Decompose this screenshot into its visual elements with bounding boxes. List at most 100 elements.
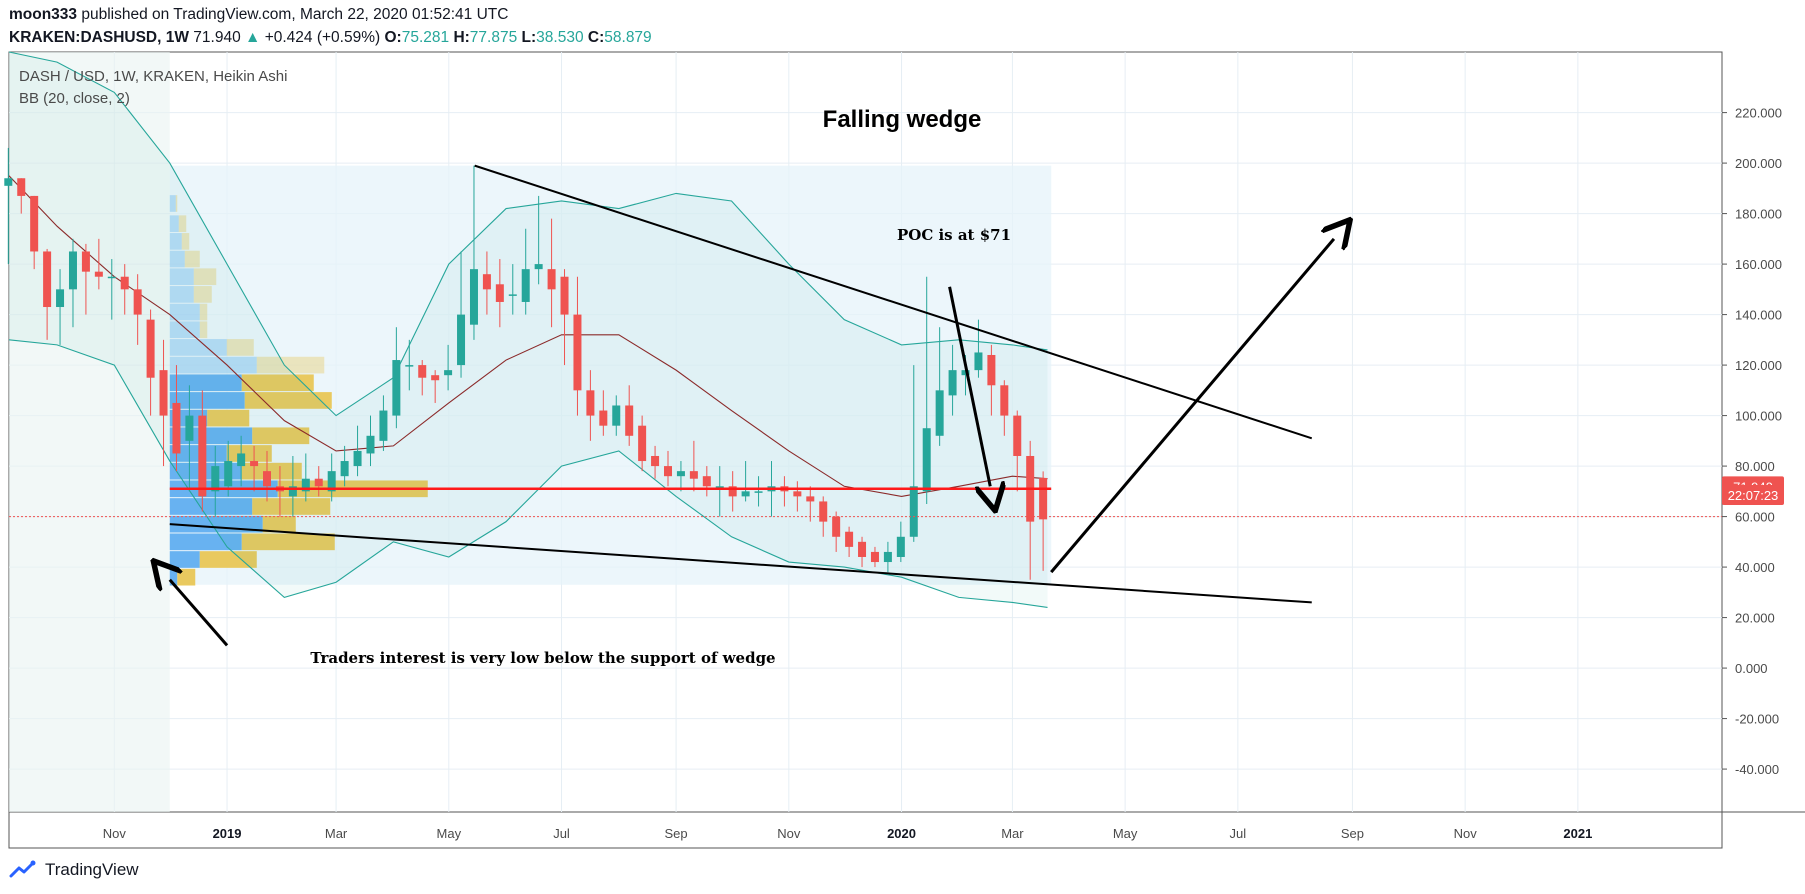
y-tick-label: 60.000 (1735, 510, 1775, 525)
candle-body (870, 551, 879, 563)
publish-info: moon333 published on TradingView.com, Ma… (9, 6, 508, 24)
annotation-arrow (948, 286, 991, 486)
falling-wedge-label[interactable]: Falling wedge (823, 106, 982, 133)
vp-up-bar (169, 374, 242, 392)
candle-body (612, 405, 621, 426)
candle-body (599, 410, 608, 426)
vp-up-bar (169, 445, 227, 462)
candle-body (457, 314, 466, 366)
candle-body (845, 531, 854, 547)
candle-body (107, 276, 116, 279)
candle-body (806, 496, 815, 502)
x-tick-label: Nov (777, 826, 801, 841)
y-tick-label: 180.000 (1735, 207, 1782, 222)
y-tick-label: 140.000 (1735, 308, 1782, 323)
tradingview-brand[interactable]: TradingView (9, 860, 139, 880)
vp-down-bar (199, 551, 257, 568)
candle-body (263, 471, 272, 487)
countdown-tag (1722, 485, 1784, 505)
open-value: 75.281 (401, 29, 450, 46)
vp-up-bar (169, 195, 176, 212)
candle-body (469, 269, 478, 325)
vp-down-bar (177, 568, 196, 586)
drawings (9, 164, 1722, 647)
ranges (9, 52, 1052, 812)
candle-body (211, 466, 220, 492)
price-change: +0.424 (+0.59%) (264, 29, 381, 46)
candle-body (832, 516, 841, 537)
traders-label[interactable]: Traders interest is very low below the s… (310, 649, 775, 667)
vp-down-bar (175, 195, 178, 212)
vp-down-bar (193, 286, 212, 303)
price-axis[interactable]: 220.000 200.000 180.000 160.000 140.000 120.0… (1722, 106, 1782, 777)
candle-body (353, 450, 362, 467)
x-tick-label: Nov (1454, 826, 1478, 841)
candle-body (198, 415, 207, 497)
candle-body (728, 486, 737, 497)
annotation-arrow (1050, 239, 1334, 574)
candle-body (482, 274, 491, 290)
candle-body (534, 264, 543, 270)
candle-body (664, 466, 673, 477)
candle-body (948, 370, 957, 396)
candle-body (819, 501, 828, 522)
vp-down-bar (178, 215, 187, 233)
vp-down-bar (244, 392, 332, 409)
candle-body (17, 178, 26, 196)
candle-body (56, 289, 65, 308)
vp-up-bar (169, 392, 245, 409)
x-tick-label: Jul (1230, 826, 1247, 841)
vp-down-bar (199, 303, 208, 321)
candle-body (340, 461, 349, 477)
time-axis[interactable]: Nov 2019 Mar May Jul Sep Nov 2020 Mar May Jul Sep No… (103, 826, 1593, 841)
bb-basis-line (8, 175, 1048, 497)
x-tick-label: 2020 (887, 826, 916, 841)
candle-body (702, 476, 711, 487)
candle-body (379, 410, 388, 441)
close-value: 58.879 (604, 29, 652, 46)
candle-body (224, 461, 233, 487)
legend-indicator: BB (20, close, 2) (19, 90, 130, 107)
vp-down-bar (193, 268, 217, 286)
candle-body (521, 269, 530, 302)
candle-body (43, 251, 52, 308)
y-tick-label: 20.000 (1735, 611, 1775, 626)
y-tick-label: 100.000 (1735, 409, 1782, 424)
bb-fill (9, 52, 1048, 608)
author-name[interactable]: moon333 (9, 6, 78, 23)
range-box (9, 52, 170, 812)
published-text: published on TradingView.com, March 22, … (81, 6, 509, 23)
x-tick-label: May (1113, 826, 1138, 841)
vp-down-bar (207, 409, 250, 427)
candle-body (625, 405, 634, 436)
candle-body (392, 360, 401, 416)
vp-up-bar (169, 551, 200, 568)
y-tick-label: 220.000 (1735, 106, 1782, 121)
candle-body (327, 471, 336, 492)
change-up-icon: ▲ (245, 29, 261, 46)
candle-body (185, 415, 194, 441)
x-tick-label: Nov (103, 826, 127, 841)
symbol-ohlc-line: KRAKEN:DASHUSD, 1W 71.940 ▲ +0.424 (+0.5… (9, 29, 652, 47)
legend-title: DASH / USD, 1W, KRAKEN, Heikin Ashi (19, 68, 287, 85)
vp-down-bar (252, 427, 310, 445)
candle-body (858, 541, 867, 557)
candle-body (133, 289, 142, 315)
vp-up-bar (169, 303, 200, 321)
candle-body (793, 491, 802, 497)
x-tick-label: 2019 (213, 826, 242, 841)
candle-body (896, 536, 905, 557)
bollinger-bands (8, 51, 1048, 609)
wedge-resistance-line (474, 164, 1313, 440)
y-tick-label: -20.000 (1735, 712, 1779, 727)
candle-body (573, 314, 582, 391)
x-tick-label: 2021 (1563, 826, 1592, 841)
poc-label[interactable]: POC is at $71 (897, 226, 1011, 244)
vp-down-bar (256, 356, 325, 374)
candle-body (172, 402, 181, 454)
vp-up-bar (169, 356, 257, 374)
vp-up-bar (169, 233, 182, 250)
x-tick-label: Sep (665, 826, 688, 841)
candle-body (754, 491, 763, 493)
